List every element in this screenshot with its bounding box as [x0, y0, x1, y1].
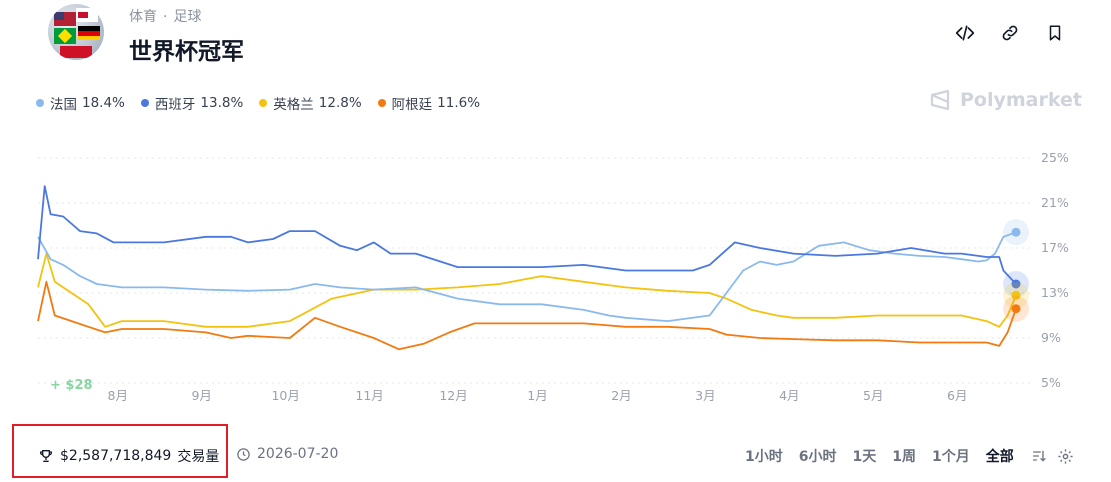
brand-name: Polymarket — [960, 89, 1082, 111]
legend-dot — [259, 99, 268, 107]
chart-legend: 法国 18.4% 西班牙 13.8% 英格兰 12.8% 阿根廷 11.6% — [36, 93, 496, 113]
sort-icon — [1033, 450, 1046, 462]
series-end-point[interactable] — [1011, 227, 1021, 237]
y-tick-label: 9% — [1041, 330, 1061, 345]
link-icon — [1002, 25, 1018, 41]
x-tick-label: 3月 — [695, 388, 715, 403]
x-tick-label: 2月 — [611, 388, 631, 403]
settings-button[interactable] — [1056, 447, 1074, 465]
chart-grid — [38, 157, 1030, 384]
copy-link-button[interactable] — [997, 20, 1023, 46]
volume-highlight-box — [12, 424, 228, 478]
legend-item-argentina[interactable]: 阿根廷 11.6% — [377, 93, 481, 113]
header: 体育 · 足球 世界杯冠军 — [0, 0, 1111, 80]
chart-series-endpoints — [1003, 219, 1029, 322]
x-tick-label: 6月 — [947, 388, 967, 403]
code-icon — [955, 25, 975, 41]
x-tick-label: 12月 — [439, 388, 467, 403]
legend-name: 法国 — [50, 97, 77, 113]
time-range-selector: 1小时 6小时 1天 1周 1个月 全部 — [745, 446, 1030, 466]
price-chart[interactable]: 25% 21% 17% 13% 9% 5% 8月 9月 10月 11月 12月 1月 2月 3月 4月 5月… — [0, 140, 1111, 410]
series-end-point[interactable] — [1011, 304, 1021, 314]
bookmark-icon — [1049, 25, 1061, 41]
legend-pct: 11.6% — [437, 95, 481, 111]
legend-name: 英格兰 — [273, 97, 314, 113]
y-tick-label: 5% — [1041, 375, 1061, 390]
chart-annotation: + $28 — [50, 378, 93, 393]
y-tick-label: 13% — [1041, 285, 1069, 300]
chart-series — [37, 185, 1017, 351]
legend-item-england[interactable]: 英格兰 12.8% — [259, 93, 362, 113]
legend-pct: 18.4% — [82, 95, 125, 111]
x-tick-label: 8月 — [108, 388, 128, 403]
legend-pct: 12.8% — [318, 95, 362, 111]
settings-icon — [1057, 448, 1073, 464]
legend-item-france[interactable]: 法国 18.4% — [36, 93, 125, 113]
breadcrumb-sports[interactable]: 体育 — [129, 9, 157, 25]
y-tick-label: 25% — [1041, 150, 1069, 165]
footer: $2,587,718,849 交易量 2026-07-20 1小时 6小时 1天… — [0, 424, 1111, 482]
range-1m[interactable]: 1个月 — [932, 449, 970, 465]
polymarket-logo-icon — [930, 89, 950, 111]
x-tick-label: 11月 — [355, 388, 383, 403]
breadcrumb: 体育 · 足球 — [129, 6, 201, 26]
end-date: 2026-07-20 — [236, 446, 338, 462]
breadcrumb-separator: · — [163, 9, 168, 25]
range-1h[interactable]: 1小时 — [745, 449, 783, 465]
x-axis-ticks: 8月 9月 10月 11月 12月 1月 2月 3月 4月 5月 6月 — [108, 388, 968, 403]
legend-item-spain[interactable]: 西班牙 13.8% — [140, 93, 244, 113]
bookmark-button[interactable] — [1042, 20, 1068, 46]
legend-pct: 13.8% — [200, 95, 244, 111]
page-title: 世界杯冠军 — [129, 39, 244, 65]
sort-button[interactable] — [1030, 447, 1048, 465]
series-line-3 — [37, 280, 1017, 351]
x-tick-label: 1月 — [527, 388, 547, 403]
series-end-point[interactable] — [1011, 279, 1021, 289]
series-end-point[interactable] — [1011, 290, 1021, 300]
clock-icon — [237, 447, 250, 461]
volume: $2,587,718,849 交易量 — [38, 446, 219, 466]
x-tick-label: 10月 — [271, 388, 299, 403]
y-axis-ticks: 25% 21% 17% 13% 9% 5% — [1041, 150, 1069, 390]
series-line-1 — [37, 185, 1017, 285]
x-tick-label: 5月 — [863, 388, 883, 403]
legend-dot — [377, 99, 386, 107]
y-tick-label: 17% — [1041, 240, 1069, 255]
legend-dot — [36, 99, 44, 107]
legend-dot — [140, 99, 149, 107]
end-date-text: 2026-07-20 — [257, 446, 339, 462]
series-line-0 — [37, 231, 1017, 322]
range-all[interactable]: 全部 — [985, 449, 1014, 465]
legend-name: 西班牙 — [154, 97, 196, 113]
range-1d[interactable]: 1天 — [852, 449, 877, 465]
range-6h[interactable]: 6小时 — [798, 449, 837, 465]
y-tick-label: 21% — [1041, 195, 1069, 210]
volume-amount: $2,587,718,849 — [60, 448, 172, 464]
x-tick-label: 9月 — [191, 388, 211, 403]
trophy-icon — [39, 450, 53, 462]
world-cup-ball-logo — [48, 4, 104, 60]
series-line-2 — [37, 252, 1017, 328]
breadcrumb-soccer[interactable]: 足球 — [173, 9, 202, 25]
embed-code-button[interactable] — [952, 20, 978, 46]
range-1w[interactable]: 1周 — [892, 449, 916, 465]
volume-label: 交易量 — [177, 449, 220, 465]
x-tick-label: 4月 — [779, 388, 799, 403]
legend-name: 阿根廷 — [391, 97, 433, 113]
polymarket-brand: Polymarket — [928, 88, 1082, 112]
